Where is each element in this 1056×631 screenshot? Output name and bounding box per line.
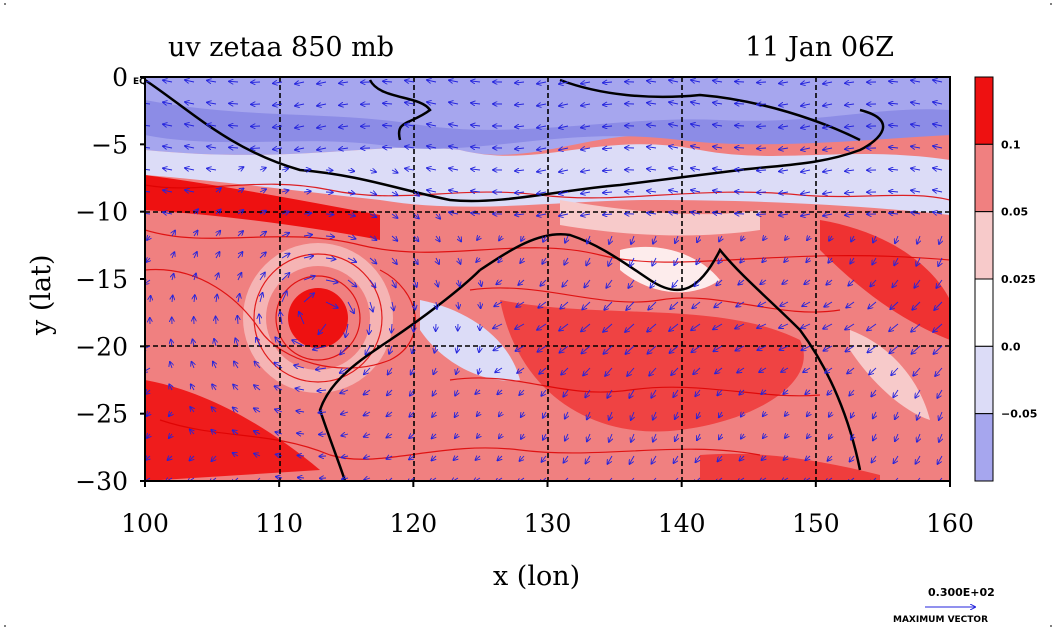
colorbar-swatch <box>974 211 994 280</box>
grid-lines <box>145 77 950 481</box>
vector-key-magnitude: 0.300E+02 <box>928 586 995 599</box>
x-tick-label: 160 <box>926 509 974 538</box>
colorbar-label: 0.025 <box>1001 273 1036 286</box>
y-axis-label: y (lat) <box>26 255 57 337</box>
colorbar-label: −0.05 <box>1001 408 1037 421</box>
x-axis-label: x (lon) <box>493 561 580 592</box>
y-tick-label: −10 <box>75 198 128 227</box>
plot-title-field: uv zetaa 850 mb <box>168 32 394 63</box>
x-tick-label: 150 <box>792 509 840 538</box>
colorbar-label: 0.1 <box>1001 138 1021 151</box>
vector-key: 0.300E+02 MAXIMUM VECTOR <box>893 586 995 625</box>
vector-key-label: MAXIMUM VECTOR <box>893 615 988 625</box>
colorbar-swatch <box>974 143 994 213</box>
plot-title-time: 11 Jan 06Z <box>745 32 894 63</box>
colorbar-swatch <box>974 345 994 415</box>
x-tick-label: 140 <box>658 509 706 538</box>
coastline <box>145 78 885 481</box>
y-tick-label: −15 <box>75 265 128 294</box>
y-tick-label: 0 <box>112 63 128 92</box>
equator-label: EQ <box>133 77 147 87</box>
y-tick-label: −5 <box>91 130 128 159</box>
y-axis-ticks: 0 −5 −10 −15 −20 −25 −30 <box>75 63 145 496</box>
colorbar-swatch <box>974 278 994 347</box>
x-tick-label: 130 <box>524 509 572 538</box>
y-tick-label: −30 <box>75 467 128 496</box>
shaded-vorticity-field <box>145 77 950 481</box>
colorbar-swatch <box>974 413 994 482</box>
x-tick-label: 110 <box>255 509 303 538</box>
x-tick-label: 120 <box>389 509 437 538</box>
x-axis-ticks: 100 110 120 130 140 150 160 <box>121 481 974 538</box>
x-tick-label: 100 <box>121 509 169 538</box>
y-tick-label: −20 <box>75 332 128 361</box>
colorbar-label: 0.05 <box>1001 206 1028 219</box>
y-tick-label: −25 <box>75 400 128 429</box>
colorbar: 0.1 0.05 0.025 0.0 −0.05 <box>974 76 1037 482</box>
colorbar-label: 0.0 <box>1001 340 1021 353</box>
colorbar-swatch <box>974 76 994 145</box>
